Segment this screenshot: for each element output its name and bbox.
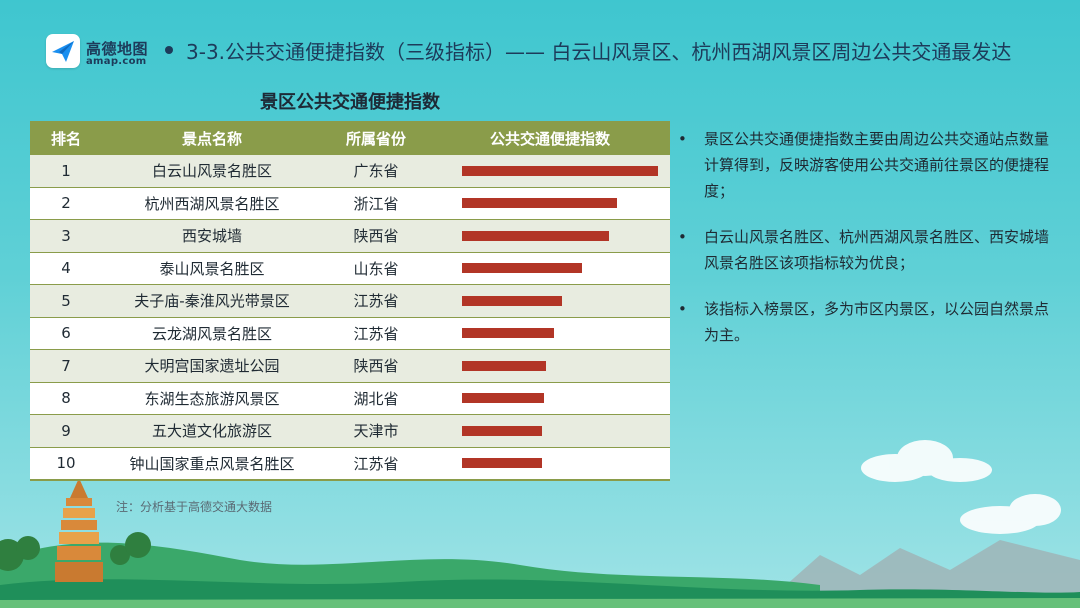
province-cell: 江苏省 (322, 284, 430, 318)
table-row: 2 杭州西湖风景名胜区 浙江省 (30, 187, 670, 220)
index-bar-cell (430, 349, 670, 383)
rank-cell: 5 (30, 284, 102, 318)
table-row: 10 钟山国家重点风景名胜区 江苏省 (30, 447, 670, 481)
rank-cell: 1 (30, 155, 102, 188)
cloud-icon (861, 440, 1061, 534)
index-bar (462, 263, 582, 274)
index-bar (462, 198, 617, 209)
index-bar (462, 230, 609, 241)
table-row: 7 大明宫国家遗址公园 陕西省 (30, 349, 670, 383)
rank-cell: 2 (30, 187, 102, 220)
rank-cell: 8 (30, 382, 102, 415)
logo-text-en: amap.com (86, 56, 147, 67)
index-bar (462, 458, 542, 469)
scenic-name-cell: 西安城墙 (102, 219, 322, 253)
table-row: 4 泰山风景名胜区 山东省 (30, 252, 670, 285)
province-cell: 浙江省 (322, 187, 430, 220)
index-bar-cell (430, 155, 670, 188)
province-cell: 陕西省 (322, 219, 430, 253)
table-row: 6 云龙湖风景名胜区 江苏省 (30, 317, 670, 350)
bullet-dot-icon (165, 46, 173, 54)
scenic-name-cell: 五大道文化旅游区 (102, 414, 322, 448)
note-item: 景区公共交通便捷指数主要由周边公共交通站点数量计算得到，反映游客使用公共交通前往… (676, 126, 1058, 204)
province-cell: 天津市 (322, 414, 430, 448)
logo-text-cn: 高德地图 (86, 40, 149, 58)
index-bar-cell (430, 187, 670, 220)
index-bar (462, 295, 562, 306)
column-header-name: 景点名称 (102, 121, 322, 155)
province-cell: 陕西省 (322, 349, 430, 383)
scenic-name-cell: 云龙湖风景名胜区 (102, 317, 322, 350)
index-bar-cell (430, 284, 670, 318)
notes-list: 景区公共交通便捷指数主要由周边公共交通站点数量计算得到，反映游客使用公共交通前往… (676, 126, 1058, 368)
column-header-index: 公共交通便捷指数 (430, 121, 670, 155)
index-bar (462, 360, 546, 371)
scenic-name-cell: 夫子庙-秦淮风光带景区 (102, 284, 322, 318)
rank-cell: 3 (30, 219, 102, 253)
province-cell: 湖北省 (322, 382, 430, 415)
scenic-name-cell: 白云山风景名胜区 (102, 155, 322, 188)
scenic-name-cell: 大明宫国家遗址公园 (102, 349, 322, 383)
index-bar (462, 328, 554, 339)
grass-strip (0, 598, 1080, 608)
table-header-row: 排名 景点名称 所属省份 公共交通便捷指数 (30, 121, 670, 155)
scenic-name-cell: 钟山国家重点风景名胜区 (102, 447, 322, 481)
scenic-name-cell: 东湖生态旅游风景区 (102, 382, 322, 415)
ranking-table: 排名 景点名称 所属省份 公共交通便捷指数 1 白云山风景名胜区 广东省 2 杭州西湖风… (30, 121, 670, 481)
column-header-province: 所属省份 (322, 121, 430, 155)
table-row: 1 白云山风景名胜区 广东省 (30, 155, 670, 188)
index-bar (462, 425, 542, 436)
scenic-name-cell: 泰山风景名胜区 (102, 252, 322, 285)
note-item: 该指标入榜景区，多为市区内景区，以公园自然景点为主。 (676, 296, 1058, 348)
province-cell: 山东省 (322, 252, 430, 285)
index-bar-cell (430, 382, 670, 415)
table-row: 3 西安城墙 陕西省 (30, 219, 670, 253)
rank-cell: 9 (30, 414, 102, 448)
table-row: 8 东湖生态旅游风景区 湖北省 (30, 382, 670, 415)
index-bar (462, 393, 544, 404)
scenic-name-cell: 杭州西湖风景名胜区 (102, 187, 322, 220)
column-header-rank: 排名 (30, 121, 102, 155)
province-cell: 江苏省 (322, 447, 430, 481)
index-bar-cell (430, 317, 670, 350)
table-title: 景区公共交通便捷指数 (260, 92, 440, 113)
index-bar-cell (430, 219, 670, 253)
rank-cell: 10 (30, 447, 102, 481)
tree-icon (0, 532, 151, 571)
index-bar-cell (430, 414, 670, 448)
rank-cell: 7 (30, 349, 102, 383)
province-cell: 广东省 (322, 155, 430, 188)
province-cell: 江苏省 (322, 317, 430, 350)
index-bar-cell (430, 447, 670, 481)
index-bar-cell (430, 252, 670, 285)
note-item: 白云山风景名胜区、杭州西湖风景名胜区、西安城墙 风景名胜区该项指标较为优良； (676, 224, 1058, 276)
rank-cell: 4 (30, 252, 102, 285)
table-row: 5 夫子庙-秦淮风光带景区 江苏省 (30, 284, 670, 318)
index-bar (462, 165, 658, 176)
pagoda-icon (55, 470, 103, 582)
page-title: 3-3.公共交通便捷指数（三级指标）—— 白云山风景区、杭州西湖风景区周边公共交… (186, 40, 1012, 64)
amap-logo-icon (46, 34, 80, 68)
table-row: 9 五大道文化旅游区 天津市 (30, 414, 670, 448)
rank-cell: 6 (30, 317, 102, 350)
footnote: 注：分析基于高德交通大数据 (116, 500, 273, 514)
